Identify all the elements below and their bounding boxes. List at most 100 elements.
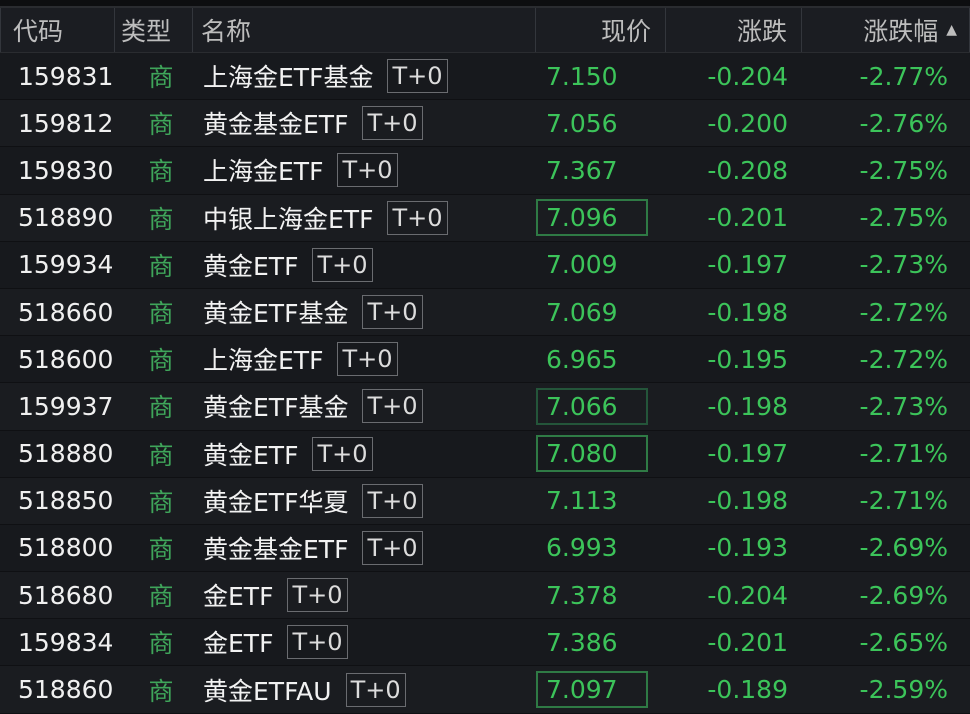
pct-cell: -2.72% [859, 297, 948, 327]
change-cell: -0.201 [707, 627, 788, 657]
table-row[interactable]: 518860 商 黄金ETFAU T+0 7.097 -0.189 -2.59% [0, 666, 970, 714]
change-cell: -0.195 [707, 344, 788, 374]
type-cell: 商 [148, 582, 174, 612]
header-pct[interactable]: 涨跌幅 ▲ [802, 8, 970, 52]
change-cell: -0.204 [707, 61, 788, 91]
table-row[interactable]: 518800 商 黄金基金ETF T+0 6.993 -0.193 -2.69% [0, 524, 970, 573]
pct-cell: -2.59% [859, 675, 948, 705]
code-cell: 518660 [18, 297, 114, 327]
pct-cell: -2.75% [859, 203, 948, 233]
name-cell: 黄金ETF T+0 [193, 431, 536, 477]
table-row[interactable]: 159937 商 黄金ETF基金 T+0 7.066 -0.198 -2.73% [0, 383, 970, 431]
header-name[interactable]: 名称 [193, 8, 536, 52]
code-cell: 518680 [18, 580, 114, 610]
price-value: 6.993 [546, 533, 618, 563]
name-label: 黄金ETF基金 [203, 393, 349, 423]
price-cell: 7.056 [536, 100, 666, 146]
change-cell: -0.193 [707, 533, 788, 563]
price-cell: 7.386 [536, 619, 666, 665]
header-change[interactable]: 涨跌 [666, 8, 802, 52]
type-cell: 商 [148, 251, 174, 281]
code-cell: 518860 [18, 675, 114, 705]
pct-cell: -2.77% [859, 61, 948, 91]
price-value: 7.386 [546, 627, 618, 657]
price-value: 7.009 [546, 250, 618, 280]
pct-cell: -2.69% [859, 533, 948, 563]
t0-badge: T+0 [362, 295, 423, 330]
name-label: 黄金ETF [203, 440, 299, 470]
price-value: 7.367 [546, 155, 618, 185]
header-code[interactable]: 代码 [0, 8, 115, 52]
name-cell: 上海金ETF基金 T+0 [193, 53, 536, 99]
type-cell: 商 [148, 487, 174, 517]
header-type[interactable]: 类型 [115, 8, 193, 52]
name-label: 中银上海金ETF [203, 204, 374, 234]
price-value: 7.080 [536, 435, 648, 473]
price-cell: 6.965 [536, 336, 666, 382]
change-cell: -0.189 [707, 675, 788, 705]
table-row[interactable]: 159812 商 黄金基金ETF T+0 7.056 -0.200 -2.76% [0, 100, 970, 148]
name-label: 黄金基金ETF [203, 110, 349, 140]
price-value: 7.056 [546, 108, 618, 138]
type-cell: 商 [148, 63, 174, 93]
price-cell: 7.069 [536, 289, 666, 335]
name-cell: 中银上海金ETF T+0 [193, 195, 536, 241]
type-cell: 商 [148, 110, 174, 140]
price-cell: 7.367 [536, 147, 666, 193]
type-cell: 商 [148, 629, 174, 659]
type-cell: 商 [148, 204, 174, 234]
pct-cell: -2.65% [859, 627, 948, 657]
table-row[interactable]: 159834 商 金ETF T+0 7.386 -0.201 -2.65% [0, 619, 970, 667]
table-row[interactable]: 518890 商 中银上海金ETF T+0 7.096 -0.201 -2.75% [0, 194, 970, 242]
name-cell: 黄金ETF华夏 T+0 [193, 478, 536, 524]
change-cell: -0.198 [707, 297, 788, 327]
table-row[interactable]: 159934 商 黄金ETF T+0 7.009 -0.197 -2.73% [0, 241, 970, 289]
price-value: 6.965 [546, 344, 618, 374]
name-label: 黄金ETF基金 [203, 299, 349, 329]
triangle-up-icon: ▲ [946, 22, 957, 38]
t0-badge: T+0 [312, 436, 373, 471]
price-cell: 7.009 [536, 242, 666, 288]
code-cell: 518600 [18, 344, 114, 374]
code-cell: 518880 [18, 439, 114, 469]
code-cell: 518800 [18, 533, 114, 563]
change-cell: -0.197 [707, 439, 788, 469]
table-row[interactable]: 518600 商 上海金ETF T+0 6.965 -0.195 -2.72% [0, 336, 970, 384]
code-cell: 159831 [18, 61, 114, 91]
table-row[interactable]: 518660 商 黄金ETF基金 T+0 7.069 -0.198 -2.72% [0, 288, 970, 337]
table-row[interactable]: 518880 商 黄金ETF T+0 7.080 -0.197 -2.71% [0, 430, 970, 478]
name-cell: 黄金ETF T+0 [193, 242, 536, 288]
t0-badge: T+0 [345, 672, 406, 707]
header-price[interactable]: 现价 [536, 8, 666, 52]
name-cell: 上海金ETF T+0 [193, 147, 536, 193]
price-cell: 7.097 [536, 666, 666, 712]
table-row[interactable]: 159830 商 上海金ETF T+0 7.367 -0.208 -2.75% [0, 147, 970, 195]
change-cell: -0.208 [707, 155, 788, 185]
price-cell: 7.113 [536, 478, 666, 524]
pct-cell: -2.73% [859, 391, 948, 421]
name-label: 黄金ETF [203, 251, 299, 281]
change-cell: -0.201 [707, 203, 788, 233]
name-label: 黄金ETFAU [203, 676, 332, 706]
name-label: 上海金ETF基金 [203, 63, 374, 93]
t0-badge: T+0 [337, 342, 398, 377]
type-cell: 商 [148, 393, 174, 423]
price-value: 7.113 [546, 486, 618, 516]
name-label: 上海金ETF [203, 157, 324, 187]
change-cell: -0.197 [707, 250, 788, 280]
pct-cell: -2.71% [859, 439, 948, 469]
t0-badge: T+0 [362, 530, 423, 565]
table-row[interactable]: 159831 商 上海金ETF基金 T+0 7.150 -0.204 -2.77% [0, 53, 970, 101]
t0-badge: T+0 [337, 153, 398, 188]
type-cell: 商 [148, 157, 174, 187]
price-value: 7.150 [546, 61, 618, 91]
code-cell: 159937 [18, 391, 114, 421]
t0-badge: T+0 [287, 578, 348, 613]
price-cell: 7.066 [536, 383, 666, 429]
change-cell: -0.198 [707, 391, 788, 421]
table-row[interactable]: 518680 商 金ETF T+0 7.378 -0.204 -2.69% [0, 572, 970, 620]
change-cell: -0.204 [707, 580, 788, 610]
table-row[interactable]: 518850 商 黄金ETF华夏 T+0 7.113 -0.198 -2.71% [0, 477, 970, 525]
t0-badge: T+0 [362, 389, 423, 424]
type-cell: 商 [148, 299, 174, 329]
